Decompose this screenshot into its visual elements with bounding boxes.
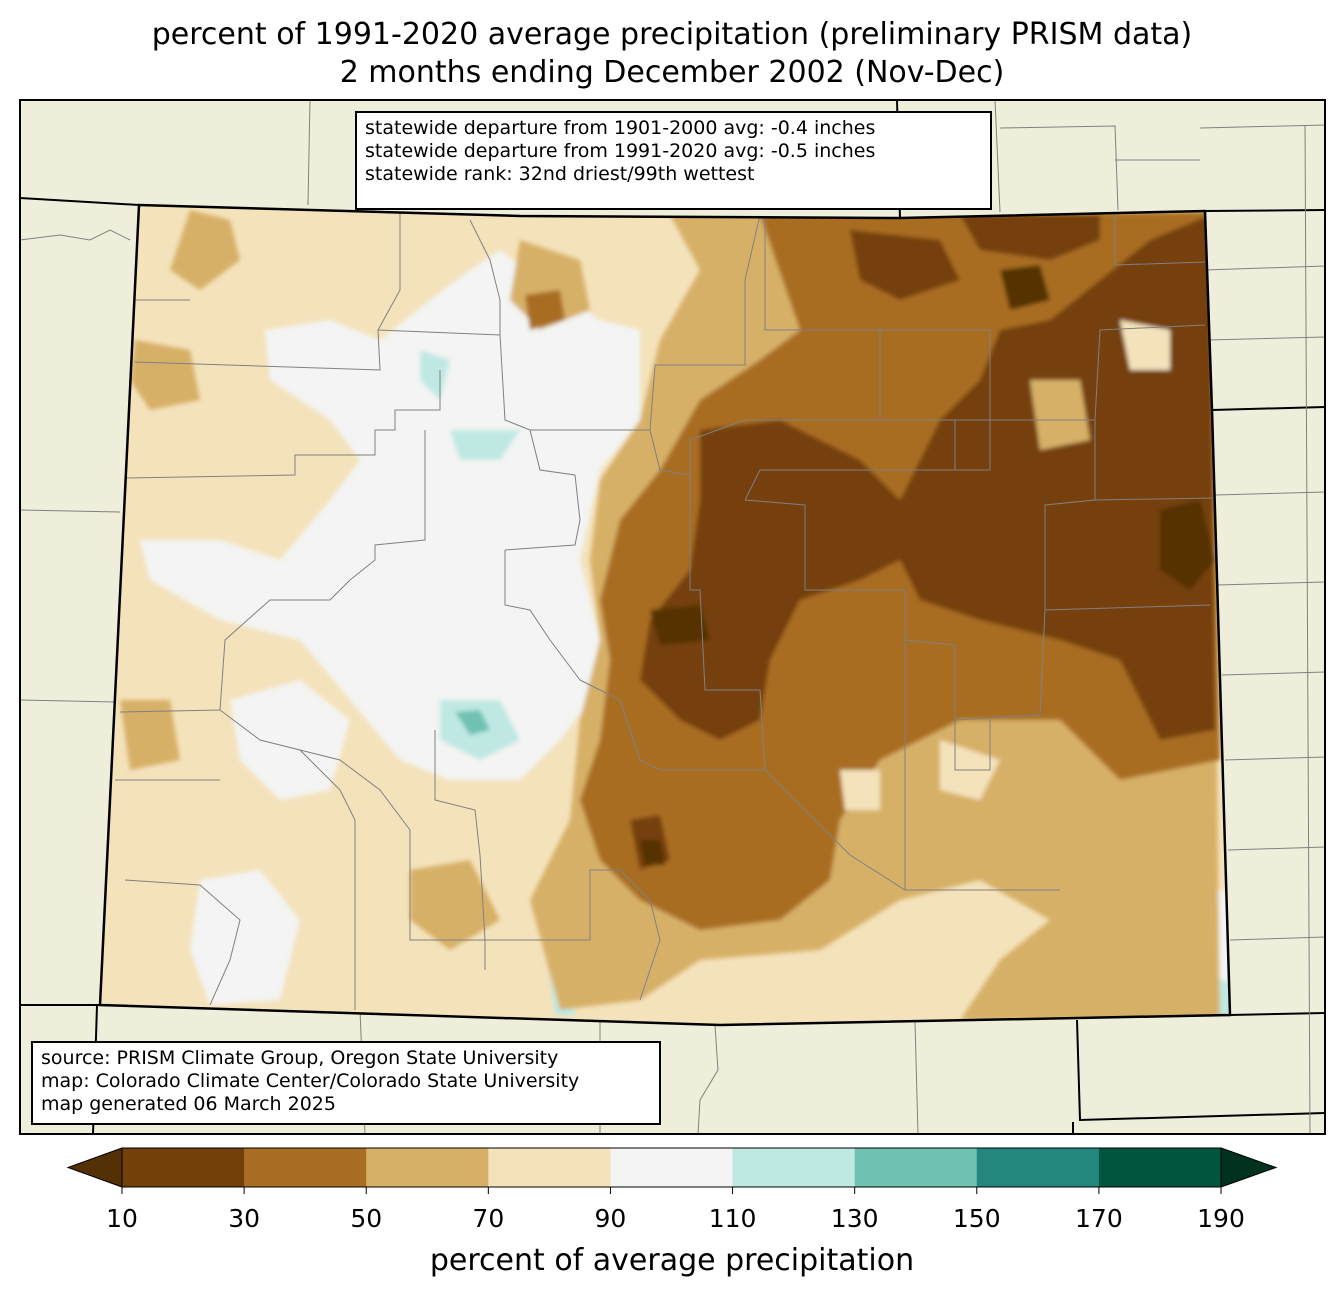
colorbar-tick-label: 190 bbox=[1197, 1204, 1245, 1233]
colorado-precip-field bbox=[100, 205, 1230, 1025]
map-title-line1: percent of 1991-2020 average precipitati… bbox=[151, 17, 1193, 52]
neighbor-county-lines bbox=[19, 99, 1326, 1135]
stats-line-1: statewide departure from 1901-2000 avg: … bbox=[365, 117, 876, 139]
colorbar-bin bbox=[1098, 1148, 1222, 1187]
county-lines bbox=[115, 210, 1216, 1010]
colorbar-bin bbox=[122, 1148, 245, 1187]
colorbar-tick-label: 110 bbox=[708, 1204, 757, 1233]
colorado-state-outline bbox=[98, 203, 1232, 1027]
colorbar-bin bbox=[854, 1148, 978, 1187]
source-line-3: map generated 06 March 2025 bbox=[41, 1093, 336, 1115]
colorbar-bin bbox=[366, 1148, 489, 1187]
colorbar-tick-label: 50 bbox=[350, 1204, 383, 1233]
stats-line-3: statewide rank: 32nd driest/99th wettest bbox=[365, 163, 755, 185]
colorbar-bin bbox=[732, 1148, 856, 1187]
colorbar-tick-label: 70 bbox=[472, 1204, 505, 1233]
colorbar-tick-label: 150 bbox=[952, 1204, 1001, 1233]
map-frame bbox=[19, 99, 1326, 1135]
colorbar bbox=[66, 1147, 1278, 1194]
colorbar-tick-label: 30 bbox=[228, 1204, 261, 1233]
colorbar-bin bbox=[976, 1148, 1100, 1187]
source-credit-box: source: PRISM Climate Group, Oregon Stat… bbox=[31, 1041, 661, 1125]
colorbar-tick-label: 10 bbox=[106, 1204, 138, 1233]
colorbar-border bbox=[121, 1147, 1222, 1188]
colorbar-bin bbox=[244, 1148, 367, 1187]
colorbar-extend-low bbox=[66, 1147, 123, 1188]
colorbar-extend-high bbox=[1220, 1147, 1278, 1188]
colorbar-tick-label: 170 bbox=[1075, 1204, 1123, 1233]
colorbar-label: percent of average precipitation bbox=[429, 1243, 915, 1278]
stats-line-2: statewide departure from 1991-2020 avg: … bbox=[365, 140, 876, 162]
colorbar-tick-label: 90 bbox=[594, 1204, 627, 1233]
map-title-line2: 2 months ending December 2002 (Nov-Dec) bbox=[339, 55, 1005, 90]
colorbar-tick-label: 130 bbox=[830, 1204, 879, 1233]
source-line-1: source: PRISM Climate Group, Oregon Stat… bbox=[41, 1047, 559, 1069]
statewide-stats-box: statewide departure from 1901-2000 avg: … bbox=[355, 111, 992, 210]
source-line-2: map: Colorado Climate Center/Colorado St… bbox=[41, 1070, 580, 1092]
colorbar-bin bbox=[610, 1148, 734, 1187]
colorbar-bin bbox=[488, 1148, 611, 1187]
